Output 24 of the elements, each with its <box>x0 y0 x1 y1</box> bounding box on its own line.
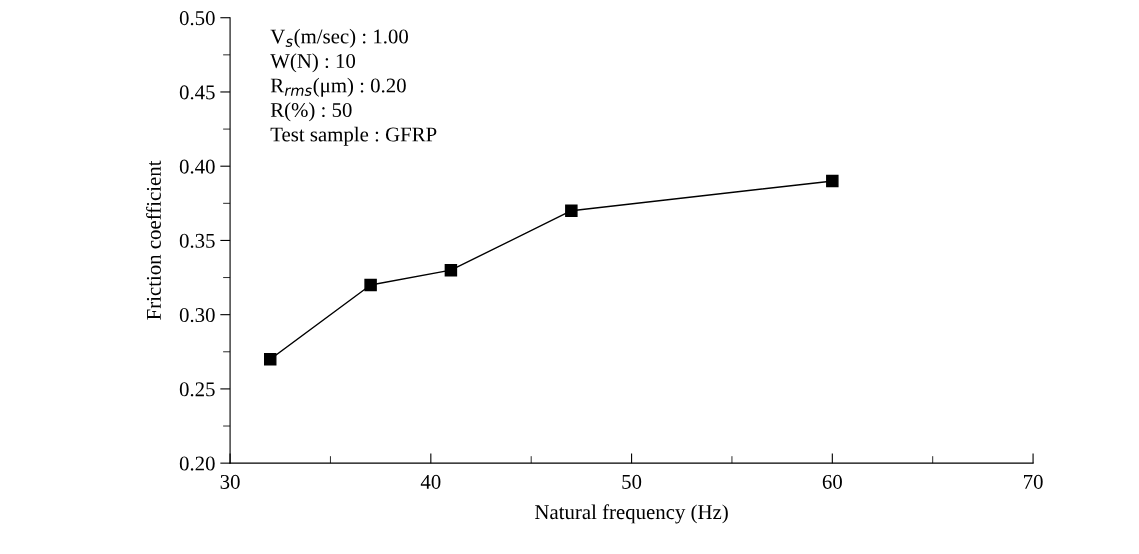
x-axis-title: Natural frequency (Hz) <box>535 504 728 524</box>
y-tick-label: 0.20 <box>179 456 215 471</box>
y-tick-label: 0.45 <box>179 85 215 100</box>
y-tick-label: 0.25 <box>179 382 215 397</box>
annotation: W(N) : 10 <box>270 53 356 73</box>
x-tick-label: 40 <box>420 474 441 489</box>
y-tick-label: 0.40 <box>179 159 215 174</box>
y-tick-label: 0.30 <box>179 308 215 323</box>
x-tick-label: 60 <box>822 474 842 489</box>
annotation: R(%) : 50 <box>270 102 352 122</box>
y-tick-label: 0.35 <box>179 233 215 248</box>
point <box>444 263 458 277</box>
x-tick-label: 50 <box>622 474 642 489</box>
x-tick-label: 70 <box>1024 474 1043 489</box>
x-tick-label: 30 <box>220 474 240 489</box>
annotation: R$_{rms}$(μm) : 0.20 <box>270 77 406 97</box>
point <box>364 278 377 292</box>
point <box>826 174 839 188</box>
point <box>263 352 277 366</box>
annotation: V$_{s}$(m/sec) : 1.00 <box>270 28 408 48</box>
y-tick-label: 0.50 <box>179 11 215 26</box>
point <box>565 204 578 217</box>
y-axis-title: Friction coefficient <box>146 160 161 320</box>
annotation: Test sample : GFRP <box>270 126 437 146</box>
